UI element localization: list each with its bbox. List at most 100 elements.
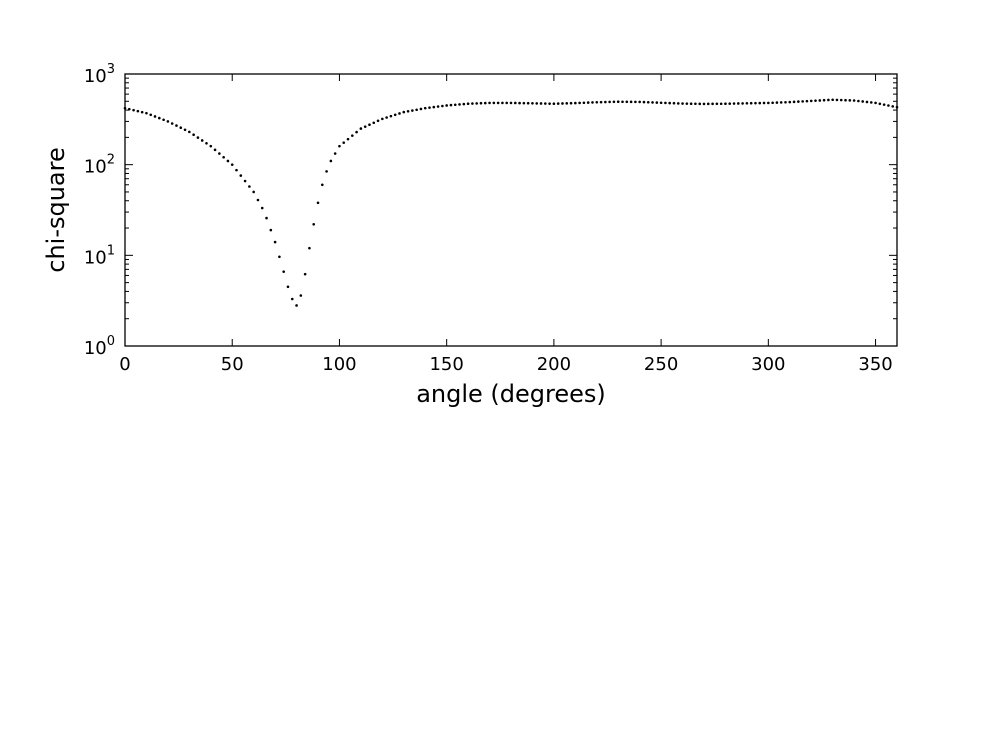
data-point: [278, 255, 281, 259]
y-axis-label: chi-square: [42, 147, 70, 273]
data-point: [170, 122, 174, 125]
data-point: [809, 99, 813, 103]
data-points: [123, 98, 899, 307]
data-point: [248, 185, 251, 188]
data-point: [526, 101, 530, 105]
data-point: [149, 113, 153, 117]
data-point: [368, 123, 371, 126]
data-point: [132, 108, 135, 112]
data-point: [415, 108, 418, 112]
x-tick-label: 100: [322, 354, 356, 375]
data-point: [402, 110, 406, 114]
data-point: [861, 100, 864, 103]
data-point: [801, 100, 804, 103]
data-point: [273, 240, 277, 244]
data-point: [355, 130, 358, 134]
data-point: [145, 111, 148, 115]
data-point: [329, 159, 333, 163]
data-point: [706, 102, 710, 106]
data-point: [676, 102, 680, 105]
data-point: [475, 102, 478, 105]
data-point: [672, 101, 676, 105]
data-point: [252, 190, 255, 194]
data-point: [616, 100, 620, 103]
data-point: [535, 102, 539, 105]
data-point: [243, 179, 247, 183]
y-tick-label: 100: [84, 334, 115, 359]
data-point: [702, 102, 706, 106]
data-point: [226, 159, 230, 163]
data-point: [574, 101, 577, 105]
data-point: [389, 114, 393, 118]
data-point: [372, 121, 376, 125]
data-point: [599, 100, 603, 104]
data-point: [342, 141, 346, 144]
data-point: [835, 98, 839, 102]
data-point: [822, 98, 826, 102]
x-tick-label: 250: [644, 354, 678, 375]
x-tick-label: 300: [751, 354, 785, 375]
data-point: [869, 101, 873, 104]
data-point: [522, 101, 526, 105]
data-point: [891, 105, 895, 108]
data-point: [441, 104, 444, 108]
data-point: [715, 102, 719, 106]
data-point: [646, 100, 650, 104]
data-point: [200, 139, 204, 142]
data-point: [548, 102, 551, 105]
data-point: [582, 101, 586, 105]
data-point: [325, 170, 328, 173]
data-point: [376, 119, 380, 123]
x-tick-label: 200: [537, 354, 571, 375]
data-point: [745, 102, 749, 105]
data-point: [814, 99, 817, 102]
data-point: [239, 174, 243, 177]
data-point: [209, 144, 213, 148]
data-point: [308, 246, 311, 250]
data-point: [642, 100, 646, 104]
data-point: [423, 106, 427, 110]
data-point: [359, 127, 363, 130]
data-point: [385, 116, 388, 119]
data-point: [509, 101, 513, 105]
data-point: [218, 152, 221, 155]
data-point: [569, 101, 573, 105]
data-point: [282, 270, 285, 273]
data-point: [689, 102, 693, 105]
data-point: [363, 125, 367, 128]
data-point: [664, 101, 667, 105]
data-point: [286, 285, 290, 289]
data-point: [844, 98, 847, 102]
data-point: [565, 102, 569, 105]
data-point: [771, 101, 774, 105]
data-point: [303, 272, 307, 276]
data-point: [655, 101, 659, 104]
data-point: [230, 163, 234, 166]
data-point: [878, 102, 882, 106]
data-point: [462, 102, 466, 106]
data-point: [698, 102, 702, 106]
data-point: [158, 116, 161, 120]
data-point: [586, 101, 590, 104]
data-point: [638, 100, 641, 104]
data-point: [578, 101, 581, 105]
data-point: [496, 101, 500, 105]
data-point: [591, 101, 594, 104]
data-point: [299, 294, 303, 297]
data-point: [629, 100, 633, 104]
data-point: [295, 304, 298, 307]
data-point: [767, 101, 770, 105]
data-point: [531, 102, 534, 105]
data-point: [338, 144, 341, 148]
data-point: [316, 201, 320, 205]
data-point: [797, 100, 800, 103]
y-tick-label: 101: [84, 243, 115, 268]
data-point: [513, 101, 517, 105]
data-point: [728, 102, 732, 105]
y-tick-label: 102: [84, 153, 115, 178]
data-point: [887, 104, 890, 107]
data-point: [471, 102, 474, 105]
data-point: [831, 98, 834, 102]
data-point: [179, 126, 183, 129]
